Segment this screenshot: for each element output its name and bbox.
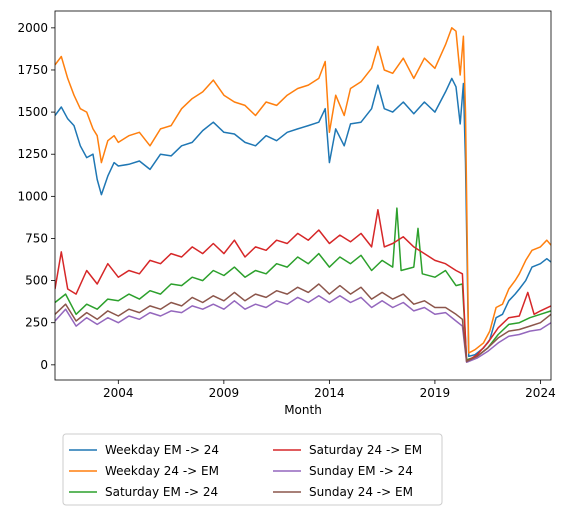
x-tick-label: 2019 [420,386,451,400]
legend-label-0: Weekday EM -> 24 [105,443,219,457]
legend-label-5: Sunday 24 -> EM [309,485,413,499]
x-tick-label: 2009 [209,386,240,400]
y-tick-label: 2000 [17,21,48,35]
y-tick-label: 750 [25,231,48,245]
x-tick-label: 2004 [103,386,134,400]
x-tick-label: 2014 [314,386,345,400]
x-tick-label: 2024 [525,386,556,400]
series-line-5 [55,283,551,363]
series-layer [55,27,551,364]
y-tick-label: 500 [25,274,48,288]
y-tick-label: 0 [40,358,48,372]
legend-label-4: Sunday EM -> 24 [309,464,413,478]
y-tick-label: 1500 [17,105,48,119]
y-tick-label: 250 [25,316,48,330]
series-line-0 [55,77,551,358]
legend-label-1: Weekday 24 -> EM [105,464,219,478]
series-line-2 [55,207,551,361]
ticks-layer: 2004 2009 2014 2019 2024 0 250 500 750 1000 1250 15… [17,21,555,400]
plot-frame [54,10,552,381]
y-tick-label: 1750 [17,63,48,77]
legend-frame [62,433,443,506]
x-axis-label: Month [284,403,322,417]
series-line-1 [55,27,551,354]
series-line-3 [55,209,551,363]
y-tick-label: 1000 [17,189,48,203]
legend: Weekday EM -> 24 Weekday 24 -> EM Saturday… [62,433,443,506]
legend-label-3: Saturday 24 -> EM [309,443,422,457]
legend-label-2: Saturday EM -> 24 [105,485,218,499]
series-line-4 [55,295,551,364]
y-tick-label: 1250 [17,147,48,161]
